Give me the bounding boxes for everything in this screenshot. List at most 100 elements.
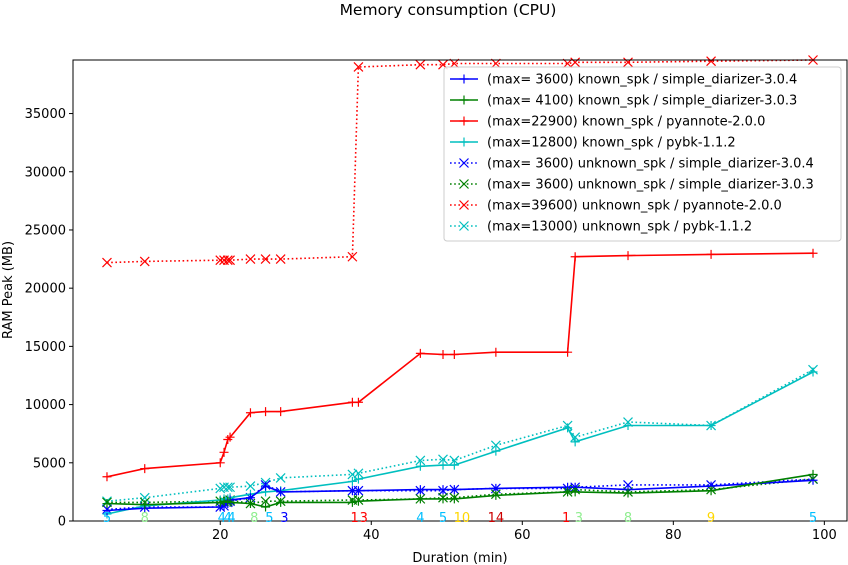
annotation-label: 1 xyxy=(351,511,359,526)
x-point-marker xyxy=(706,56,717,67)
plus-point-marker xyxy=(415,461,425,471)
annotation-label: 14 xyxy=(488,511,505,526)
annotation-label: 4 xyxy=(224,511,232,526)
plus-point-marker xyxy=(215,497,225,507)
x-tick-label: 20 xyxy=(212,528,229,543)
x-point-marker xyxy=(260,496,271,507)
legend-entry-label: (max= 4100) known_spk / simple_diarizer-… xyxy=(487,94,797,109)
plus-point-marker xyxy=(353,486,363,496)
x-point-marker xyxy=(459,158,469,168)
x-tick-label: 100 xyxy=(812,528,837,543)
plus-point-marker xyxy=(353,474,363,484)
x-point-marker xyxy=(353,62,364,72)
plus-point-marker xyxy=(570,437,580,447)
legend-entry-label: (max= 3600) known_spk / simple_diarizer-… xyxy=(487,73,797,88)
plus-point-marker xyxy=(808,367,818,377)
plus-point-marker xyxy=(706,421,716,431)
x-point-marker xyxy=(459,200,469,210)
x-tick-label: 80 xyxy=(665,528,682,543)
y-tick-label: 10000 xyxy=(25,398,66,413)
plus-point-marker xyxy=(808,469,818,479)
plus-point-marker xyxy=(102,472,112,482)
y-tick-label: 15000 xyxy=(25,340,66,355)
plus-point-marker xyxy=(245,408,255,418)
annotation-label: 5 xyxy=(439,511,447,526)
y-tick-label: 25000 xyxy=(25,223,66,238)
plus-point-marker xyxy=(353,397,363,407)
plus-point-marker xyxy=(276,407,286,417)
x-point-marker xyxy=(623,479,633,490)
annotation-label: 4 xyxy=(416,511,424,526)
y-tick-label: 30000 xyxy=(25,165,66,180)
plot-frame xyxy=(72,59,848,522)
plus-point-marker xyxy=(415,494,425,504)
x-point-marker xyxy=(245,481,256,492)
annotation-label: 3 xyxy=(360,511,368,526)
plus-point-marker xyxy=(491,347,501,357)
x-point-marker xyxy=(347,251,358,262)
x-point-marker xyxy=(490,440,501,451)
plus-point-marker xyxy=(459,137,469,147)
plus-point-marker xyxy=(623,251,633,261)
plus-point-marker xyxy=(459,116,469,126)
legend-entry-label: (max=12800) known_spk / pybk-1.1.2 xyxy=(487,136,736,151)
plus-point-marker xyxy=(449,460,459,470)
x-point-marker xyxy=(459,179,469,189)
plus-point-marker xyxy=(491,490,501,500)
x-point-marker xyxy=(215,255,226,266)
legend-entry-label: (max=13000) unknown_spk / pybk-1.1.2 xyxy=(487,220,752,235)
x-point-marker xyxy=(222,255,233,266)
plus-point-marker xyxy=(706,249,716,259)
plus-point-marker xyxy=(570,487,580,497)
annotation-label: 10 xyxy=(454,511,471,526)
y-tick-label: 0 xyxy=(58,515,66,530)
x-tick-label: 60 xyxy=(514,528,531,543)
plus-point-marker xyxy=(449,485,459,495)
legend-entry-label: (max= 3600) unknown_spk / simple_diarize… xyxy=(487,157,814,172)
x-point-marker xyxy=(225,482,235,493)
annotation-label: 4 xyxy=(227,511,235,526)
plus-point-marker xyxy=(449,350,459,360)
plus-point-marker xyxy=(261,502,271,512)
plus-point-marker xyxy=(563,487,573,497)
x-point-marker xyxy=(353,468,364,479)
plus-point-marker xyxy=(276,497,286,507)
y-tick-label: 5000 xyxy=(33,456,66,471)
x-axis-label: Duration (min) xyxy=(412,551,507,565)
annotation-label: 8 xyxy=(250,511,258,526)
plus-point-marker xyxy=(140,464,150,474)
plus-point-marker xyxy=(623,421,633,431)
annotation-label: 9 xyxy=(707,511,715,526)
plus-point-marker xyxy=(415,348,425,358)
plus-point-marker xyxy=(449,494,459,504)
plus-point-marker xyxy=(415,485,425,495)
plus-point-marker xyxy=(570,252,580,262)
plus-point-marker xyxy=(223,435,233,445)
plus-point-marker xyxy=(219,447,229,457)
annotation-label: 5 xyxy=(103,511,111,526)
plus-point-marker xyxy=(225,497,235,507)
legend: (max= 3600) known_spk / simple_diarizer-… xyxy=(443,66,842,242)
annotation-label: 3 xyxy=(575,511,583,526)
plus-point-marker xyxy=(215,458,225,468)
annotation-label: 8 xyxy=(141,511,149,526)
x-point-marker xyxy=(623,57,633,68)
x-point-marker xyxy=(415,455,426,466)
legend-entry-label: (max=39600) unknown_spk / pyannote-2.0.0 xyxy=(487,199,782,214)
x-point-marker xyxy=(102,257,112,268)
x-point-marker xyxy=(139,492,150,503)
plus-point-marker xyxy=(276,487,286,497)
x-point-marker xyxy=(347,469,358,480)
plot-area xyxy=(102,55,818,519)
legend-box xyxy=(443,66,842,242)
plus-point-marker xyxy=(245,499,255,509)
annotation-label: 1 xyxy=(562,511,570,526)
plus-point-marker xyxy=(706,486,716,496)
x-point-marker xyxy=(459,221,469,231)
x-point-marker xyxy=(415,59,426,70)
plus-point-marker xyxy=(438,460,448,470)
plus-point-marker xyxy=(438,494,448,504)
y-tick-label: 35000 xyxy=(25,107,66,122)
x-point-marker xyxy=(275,254,286,264)
